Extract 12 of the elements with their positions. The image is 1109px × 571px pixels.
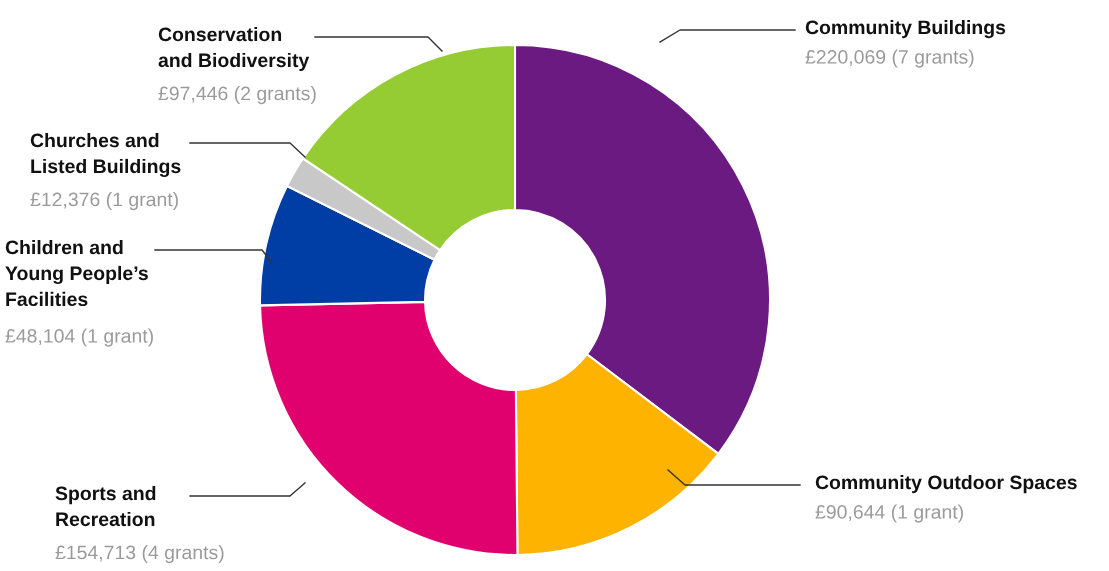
data-label: £97,446 (2 grants): [158, 86, 316, 105]
data-label: £12,376 (1 grant): [30, 192, 178, 211]
data-label: £48,104 (1 grant): [5, 328, 153, 347]
slice-label: Children and Young People’s Facilities: [5, 240, 148, 307]
slice-label: Community Buildings: [805, 20, 1006, 39]
slice-label: Community Outdoor Spaces: [815, 475, 1077, 494]
data-label: £154,713 (4 grants): [55, 545, 224, 564]
slice-label: Churches and Listed Buildings: [30, 133, 181, 178]
data-label: £90,644 (1 grant): [815, 504, 963, 523]
slice-label: Sports and Recreation: [55, 486, 156, 527]
data-label: £220,069 (7 grants): [805, 49, 974, 68]
slice-label: Conservation and Biodiversity: [158, 27, 310, 71]
